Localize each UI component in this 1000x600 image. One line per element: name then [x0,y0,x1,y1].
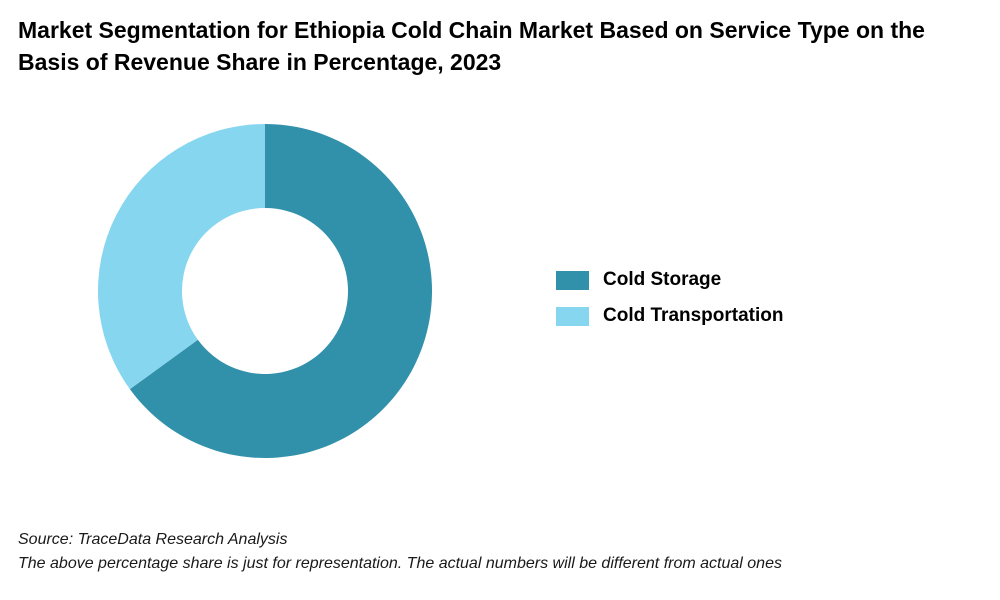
legend-label-cold-storage: Cold Storage [603,269,722,290]
source-note: Source: TraceData Research Analysis [18,531,288,548]
legend-swatch-cold-storage [556,270,589,290]
disclaimer-note: The above percentage share is just for r… [18,555,782,572]
footer: Source: TraceData Research Analysis The … [18,528,782,576]
legend-swatch-cold-transportation [556,306,589,326]
donut-slice-cold-transportation [97,124,265,390]
legend-item-cold-storage: Cold Storage [556,262,784,298]
legend-label-cold-transportation: Cold Transportation [603,305,784,326]
legend-item-cold-transportation: Cold Transportation [556,298,784,334]
chart-title: Market Segmentation for Ethiopia Cold Ch… [18,17,925,75]
donut-slice-cold-storage [129,124,432,458]
legend: Cold Storage Cold Transportation [556,262,784,334]
donut-slices [97,124,432,458]
